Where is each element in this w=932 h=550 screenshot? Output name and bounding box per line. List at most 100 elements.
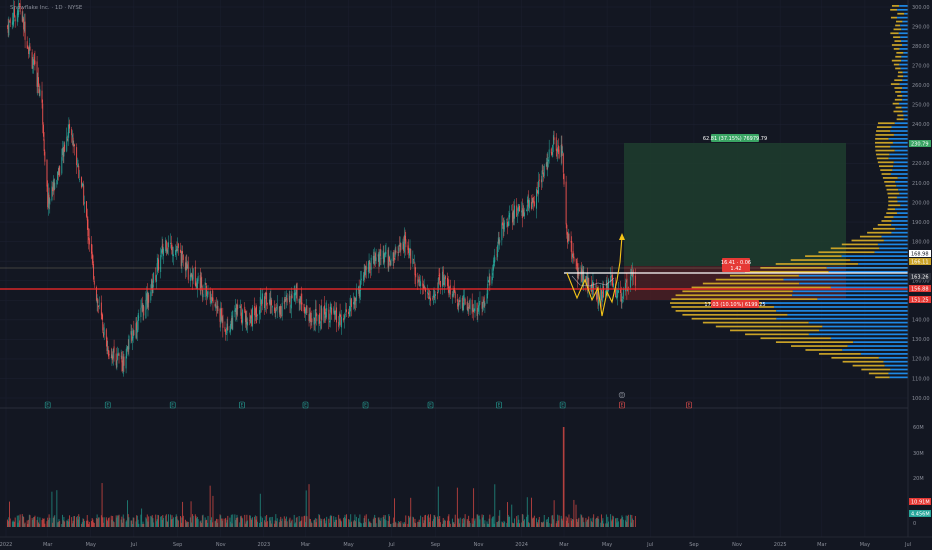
volume-bar [364,515,366,527]
candle-body [526,204,528,209]
candle-body [103,327,105,335]
earnings-marker-label: E [241,403,244,408]
earnings-marker[interactable] [302,401,309,409]
candle-body [261,299,263,306]
candle-body [615,296,617,298]
volume-bar [7,521,9,527]
volume-bar [314,519,316,527]
candle-body [269,299,270,304]
candle-body [360,278,362,281]
candle-body [311,318,313,323]
earnings-marker[interactable] [427,401,434,409]
candle-body [545,162,547,167]
candle-body [578,271,580,276]
vp-bar-up [798,274,908,277]
candle-body [478,305,479,312]
volume-bar [285,516,287,527]
volume-bar [613,516,614,527]
price-tags: 230.79 168.98 166.11 163.26 156.88 151.2… [909,140,931,518]
vp-bar-up [899,48,908,50]
volume-bar [250,518,252,527]
candle-body [261,293,263,304]
dividend-marker[interactable] [618,391,626,399]
volume-bar [239,522,241,527]
time-tick-label: Sep [689,542,698,548]
earnings-marker[interactable] [169,401,176,409]
volume-bar [14,521,15,527]
volume-bar [333,521,335,527]
candle-body [364,269,366,277]
volume-bar [235,517,237,527]
candle-body [393,252,395,261]
earnings-marker-future[interactable] [619,401,625,409]
vp-bar-down [897,94,903,97]
vp-bar-down [890,32,899,35]
vp-bar-up [895,180,908,183]
volume-bar [432,519,434,527]
vp-bar-up [900,36,908,39]
vp-bar-up [877,243,908,246]
earnings-marker[interactable] [104,401,111,409]
earnings-marker[interactable] [362,401,369,409]
vp-bar-up [901,28,908,31]
volume-bar [108,517,110,527]
volume-bar [617,517,619,527]
candle-body [329,306,331,323]
candle-body [457,303,459,307]
candle-body [276,307,277,308]
candle-body [202,294,204,298]
time-axis[interactable]: 2022 Mar May Jul Sep Nov 2023 Mar May Jul Sep Nov 20… [0,542,911,548]
vp-bar-up [894,149,908,152]
candle-body [220,308,222,321]
earnings-marker-future[interactable] [686,401,692,409]
candle-body [487,280,489,283]
candle-body [556,149,558,151]
candle-body [339,313,341,316]
candle-body [259,297,261,314]
candle-body [543,165,545,176]
volume-bar [582,517,584,527]
earnings-marker[interactable] [239,401,245,409]
candle-body [370,257,372,270]
volume-bar [151,515,153,527]
vp-bar-up [894,122,908,125]
projected-path[interactable] [566,235,623,317]
event-markers[interactable]: E E E E E E E E E E ED [44,391,692,409]
earnings-marker[interactable] [44,401,51,409]
candle-body [166,249,168,253]
price-axis[interactable]: 300.00290.00280.00270.00260.00250.00240.… [912,5,930,402]
volume-bar [412,516,414,527]
vp-bar-up [881,235,908,238]
volume-bar [160,516,162,527]
volume-bar [472,523,474,527]
earnings-marker[interactable] [559,401,566,409]
volume-bar [393,517,395,527]
volume-bar [338,514,340,527]
vp-bar-up [888,372,908,375]
volume-bar [66,520,68,527]
volume-bar [235,520,237,527]
candle-body [42,103,44,125]
volume-bar [567,517,568,527]
vp-bar-up [895,208,908,211]
candle-body [192,274,193,281]
candle-body [489,275,491,286]
volume-bar [296,516,298,527]
volume-bar [182,501,184,527]
candle-body [526,210,528,211]
volume-bar [172,517,174,527]
candle-body [621,299,623,302]
candle-body [62,148,63,156]
candle-body [207,291,209,295]
earnings-marker[interactable] [496,401,502,409]
volume-bar [459,523,460,527]
volume-bar [257,521,258,527]
candle-body [600,288,602,301]
candle-body [17,10,19,15]
volume-bar [580,514,582,527]
vp-bar-down [882,177,898,179]
vp-bar-up [828,270,908,273]
volume-bar [620,518,622,527]
